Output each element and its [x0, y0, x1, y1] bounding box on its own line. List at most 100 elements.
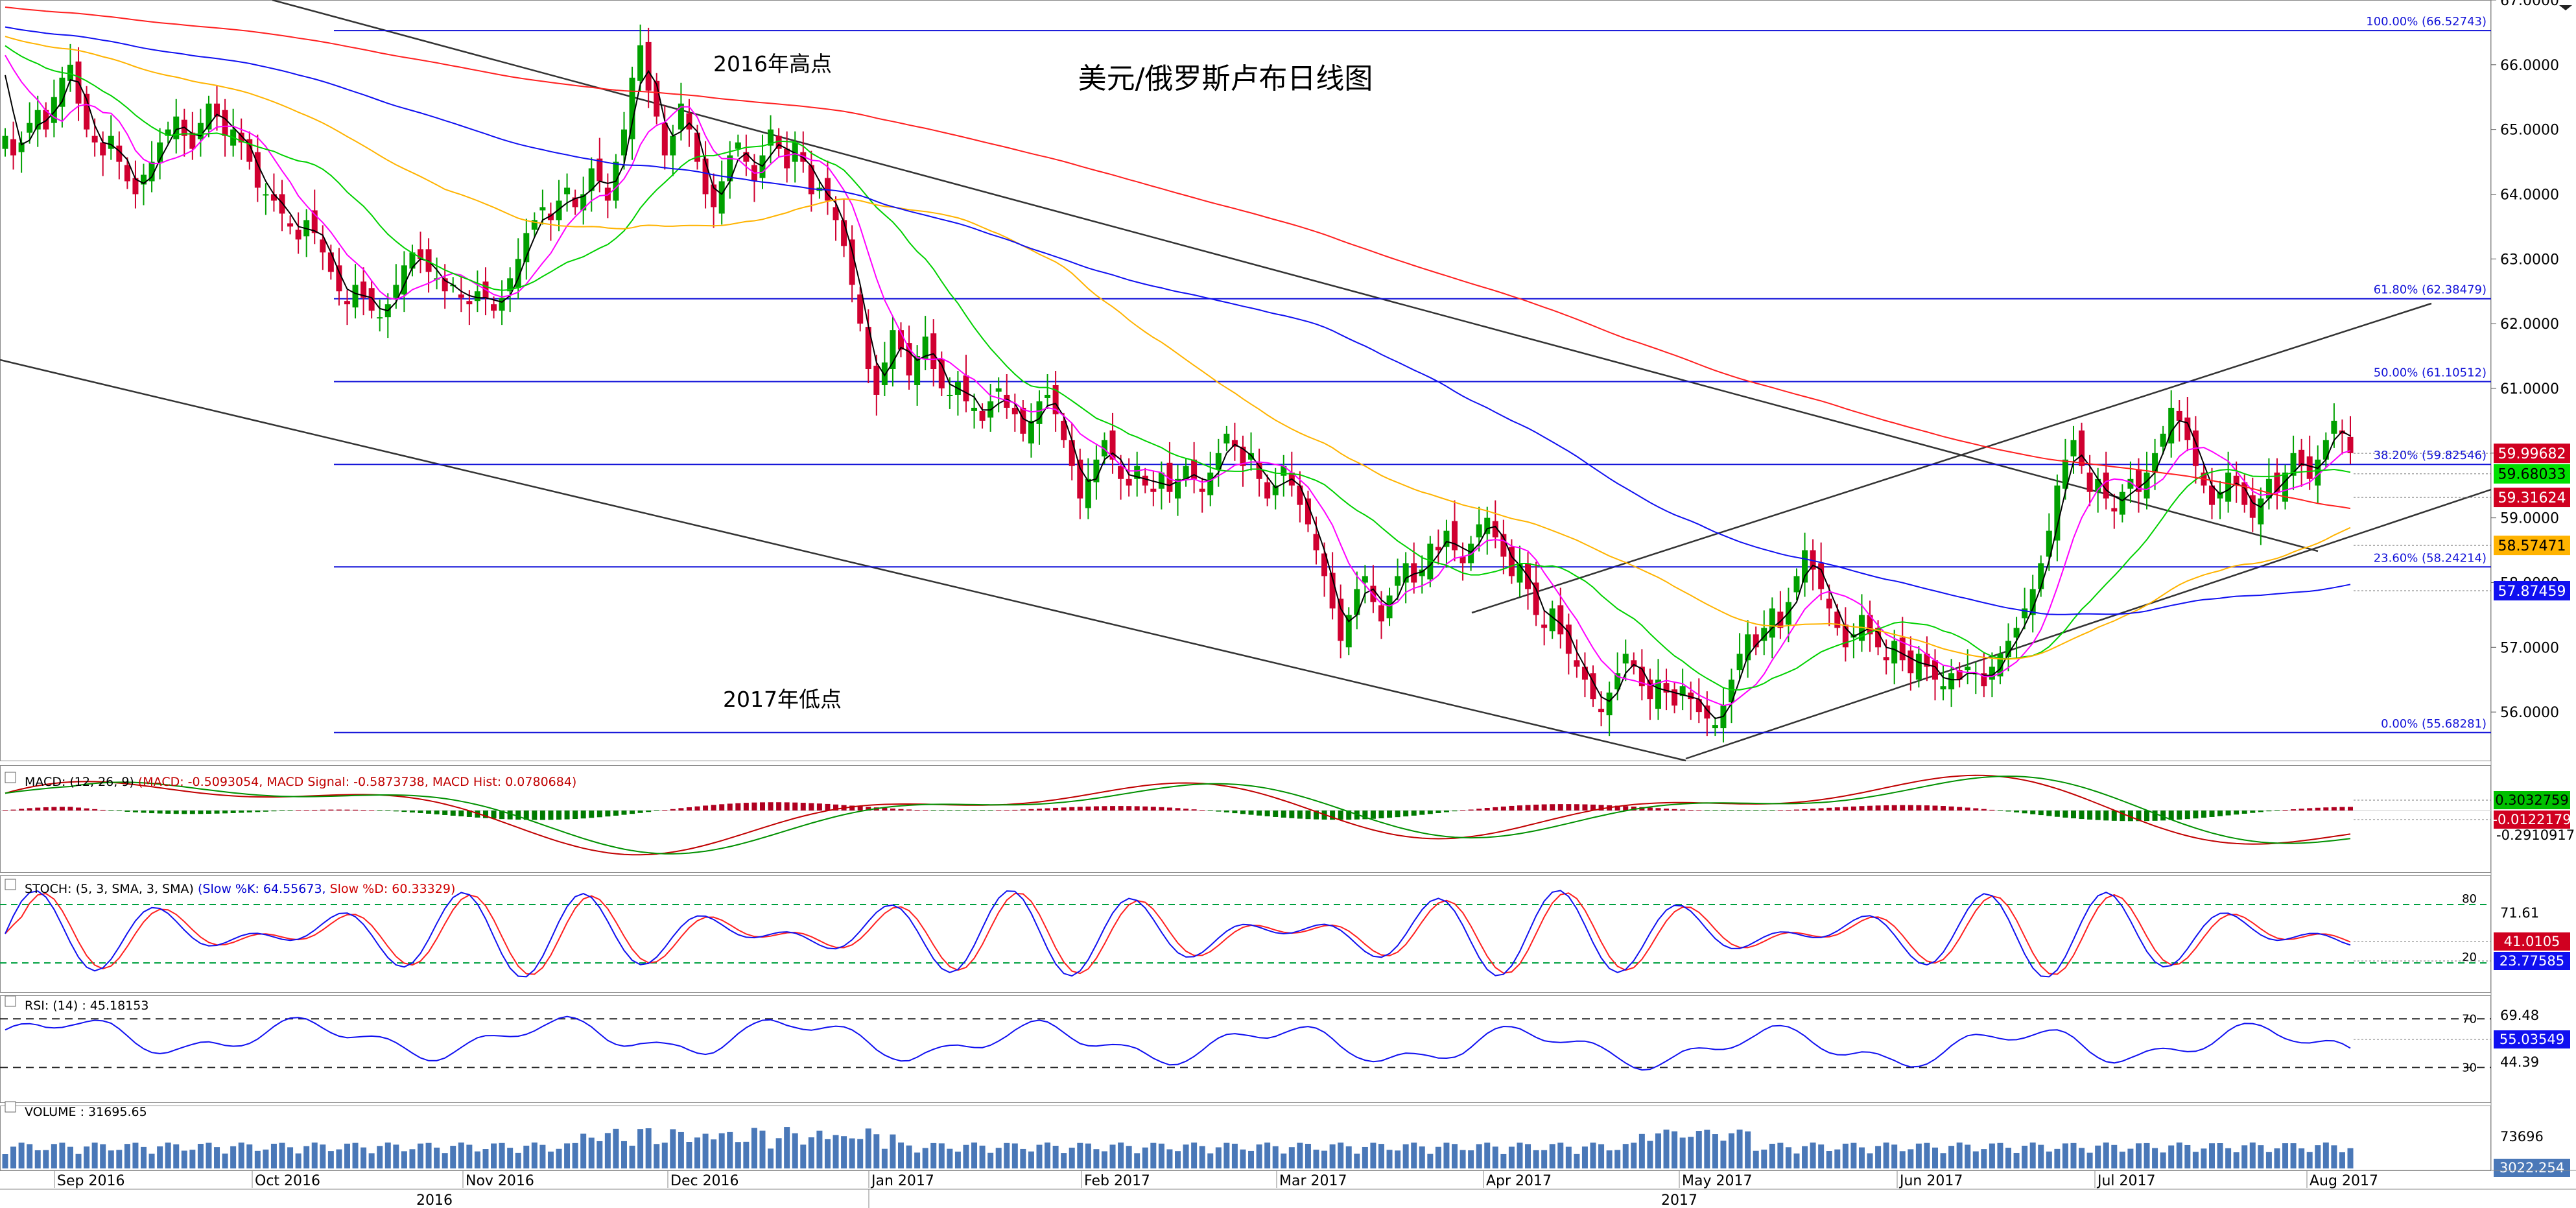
macd-hist-bar: [743, 803, 749, 811]
volume-bar: [1134, 1153, 1140, 1168]
macd-hist-bar: [1199, 810, 1205, 811]
volume-bar: [1329, 1144, 1336, 1168]
macd-hist-bar: [1443, 811, 1449, 812]
fib-label-5: 0.00% (55.68281): [2381, 717, 2487, 731]
candle-19: [157, 128, 163, 180]
candle-body: [1427, 543, 1434, 580]
macd-hist-bar: [1826, 807, 1832, 811]
candle-105: [857, 287, 864, 332]
candle-body: [1769, 608, 1775, 638]
candle-body: [963, 375, 969, 401]
macd-hist-bar: [637, 811, 643, 813]
candle-body: [2144, 472, 2150, 499]
macd-hist-bar: [1248, 811, 1254, 815]
candle-148: [1207, 451, 1214, 506]
candle-body: [2208, 485, 2215, 505]
candle-155: [1264, 474, 1271, 506]
candle-88: [718, 160, 725, 225]
candle-16: [132, 160, 139, 209]
volume-bar: [1745, 1131, 1751, 1168]
price-label-box-2: [2494, 488, 2570, 508]
macd-hist-bar: [735, 803, 741, 811]
candle-body: [1069, 440, 1075, 466]
candle-body: [1231, 440, 1238, 447]
month-label-6: Mar 2017: [1279, 1173, 1347, 1189]
volume-bar: [1508, 1146, 1515, 1168]
candle-body: [2135, 469, 2142, 492]
stoch-label-box-0: [2494, 932, 2570, 951]
candle-body: [1085, 479, 1091, 508]
macd-hist-bar: [1419, 811, 1425, 815]
volume-bar: [670, 1129, 676, 1168]
candle-201: [1638, 649, 1645, 701]
macd-hist-bar: [1436, 811, 1441, 813]
macd-axis-1: -0.0122179: [2492, 812, 2571, 827]
candle-177: [1443, 519, 1450, 568]
volume-bar: [263, 1149, 269, 1168]
candle-264: [2152, 438, 2158, 490]
candle-42: [344, 290, 350, 326]
candle-body: [995, 388, 1002, 392]
candle-235: [1915, 646, 1922, 688]
candle-body: [1712, 725, 1718, 729]
candle-193: [1574, 639, 1580, 678]
candle-body: [51, 97, 57, 123]
volume-bar: [2022, 1145, 2028, 1168]
macd-label-box-0: [2494, 791, 2570, 809]
macd-hist-bar: [2298, 809, 2304, 811]
macd-hist-bar: [1476, 809, 1482, 811]
candle-body: [311, 210, 318, 233]
volume-bar: [1150, 1143, 1157, 1168]
candle-body: [263, 194, 269, 196]
month-label-5: Feb 2017: [1084, 1173, 1150, 1189]
volume-bar: [1753, 1150, 1759, 1168]
candle-body: [808, 165, 814, 195]
uptrend-upper-line: [1471, 302, 2432, 614]
volume-bar: [1769, 1143, 1775, 1168]
candle-body: [2225, 472, 2232, 502]
candle-body: [906, 343, 912, 376]
volume-bar: [482, 1149, 489, 1168]
volume-bar: [2184, 1144, 2191, 1168]
volume-bar: [1638, 1133, 1645, 1168]
volume-bar: [377, 1146, 383, 1168]
volume-bar: [1940, 1153, 1946, 1168]
macd-hist-bar: [132, 811, 138, 812]
candle-49: [401, 251, 407, 313]
volume-bar: [311, 1143, 318, 1168]
macd-hist-bar: [2136, 811, 2142, 822]
price-tick-2: 65.0000: [2500, 123, 2559, 139]
macd-hist-bar: [849, 805, 855, 811]
candle-279: [2274, 458, 2280, 510]
macd-hist-bar: [1859, 806, 1865, 811]
macd-hist-bar: [1411, 811, 1417, 816]
candle-249: [2029, 574, 2036, 633]
candle-140: [1142, 468, 1148, 493]
macd-hist-bar: [605, 811, 611, 817]
candle-body: [1867, 615, 1873, 635]
macd-hist-bar: [556, 811, 562, 820]
candle-body: [59, 77, 65, 107]
volume-bar: [2095, 1145, 2101, 1168]
candle-28: [230, 108, 237, 157]
macd-hist-bar: [1395, 811, 1400, 818]
candle-body: [238, 132, 244, 143]
candle-265: [2160, 425, 2166, 455]
volume-bar: [1924, 1143, 1930, 1168]
macd-hist-bar: [1387, 811, 1393, 818]
candle-8: [67, 43, 73, 92]
volume-bar: [1435, 1146, 1441, 1168]
macd-hist-bar: [1378, 811, 1384, 819]
price-label-box-4: [2494, 580, 2570, 600]
volume-bar: [768, 1148, 774, 1168]
volume-bar: [971, 1143, 978, 1168]
candle-2: [18, 131, 25, 173]
macd-hist-bar: [401, 811, 407, 812]
candle-192: [1565, 613, 1572, 675]
macd-hist-bar: [662, 810, 668, 811]
volume-bar: [1052, 1146, 1059, 1168]
candle-86: [702, 141, 709, 209]
macd-hist-bar: [1639, 807, 1645, 811]
macd-hist-bar: [1525, 805, 1531, 811]
candle-117: [954, 371, 961, 416]
